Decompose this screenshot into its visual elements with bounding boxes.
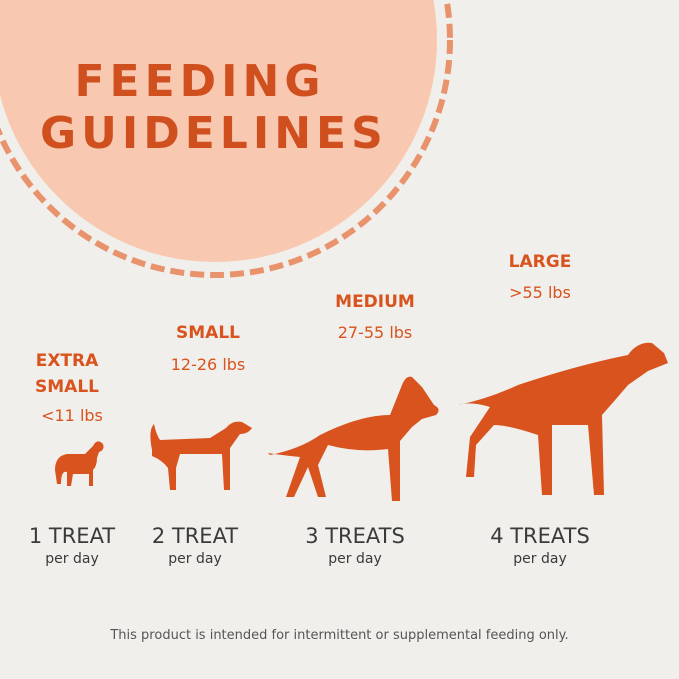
size-weight: >55 lbs: [509, 283, 571, 302]
badge: [0, 0, 437, 262]
dog-medium: [268, 376, 439, 501]
dog-silhouettes: [55, 342, 668, 501]
size-weight: 12-26 lbs: [170, 355, 246, 374]
dog-large: [458, 342, 668, 495]
footer-note: This product is intended for intermitten…: [110, 628, 569, 643]
size-name: LARGE: [508, 252, 572, 272]
badge-ring: [0, 0, 453, 278]
treat-amount: 1 TREAT: [28, 524, 116, 548]
size-name: SMALL: [176, 323, 240, 343]
size-name: MEDIUM: [335, 292, 415, 312]
treat-amount: 2 TREAT: [151, 524, 239, 548]
size-weight: <11 lbs: [41, 406, 103, 425]
size-weight: 27-55 lbs: [337, 323, 413, 342]
size-name: EXTRA SMALL: [35, 351, 99, 397]
treat-frequency: per day: [168, 551, 222, 567]
title-line: GUIDELINES: [40, 108, 388, 159]
treat-amount: 3 TREATS: [305, 524, 405, 548]
treat-amount: 4 TREATS: [490, 524, 590, 548]
treat-frequency: per day: [45, 551, 99, 567]
treat-frequency: per day: [513, 551, 567, 567]
treat-frequency: per day: [328, 551, 382, 567]
dog-small: [150, 421, 252, 490]
title-line: FEEDING: [74, 56, 326, 107]
dog-extra-small: [55, 441, 104, 486]
